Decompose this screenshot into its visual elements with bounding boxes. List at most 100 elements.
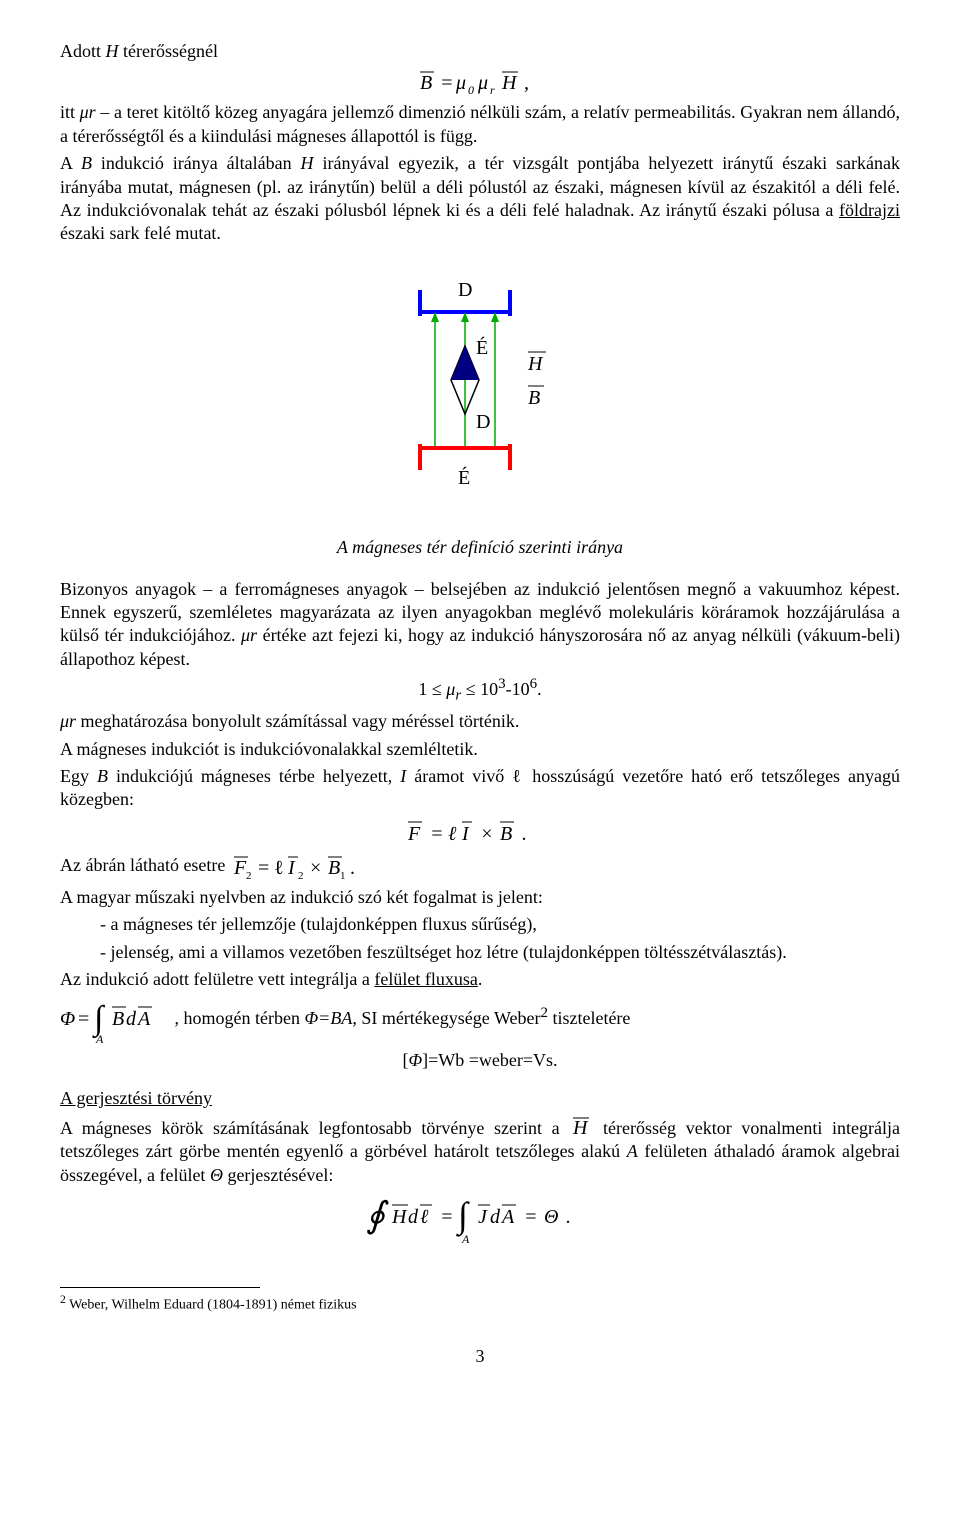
bullet-flux-density: - a mágneses tér jellemzője (tulajdonkép… [100, 913, 900, 936]
footnote-text: Weber, Wilhelm Eduard (1804-1891) német … [66, 1298, 357, 1313]
heading-text: A gerjesztési törvény [60, 1088, 212, 1108]
svg-text:A: A [461, 1232, 470, 1246]
svg-text:B: B [328, 857, 340, 879]
svg-text:A: A [95, 1032, 104, 1045]
svg-text:A: A [136, 1008, 151, 1030]
svg-text:d: d [490, 1206, 501, 1228]
svg-text:∮: ∮ [366, 1195, 389, 1235]
text: Az indukció adott felületre vett integrá… [60, 969, 374, 989]
para-induction-lines: A mágneses indukciót is indukcióvonalakk… [60, 738, 900, 761]
text: Egy [60, 766, 97, 786]
svg-text:2: 2 [298, 870, 304, 882]
svg-text:∫: ∫ [456, 1195, 470, 1237]
compass-diagram: D É D É HB [60, 260, 900, 526]
heading-gerjesztesi: A gerjesztési törvény [60, 1087, 900, 1110]
text: Adott [60, 41, 106, 61]
text: gerjesztésével: [223, 1165, 333, 1185]
phi-ba: Φ=BA [304, 1008, 352, 1028]
text: indukciójú mágneses térbe helyezett, [108, 766, 400, 786]
var-H: H [106, 41, 119, 61]
svg-text:=: = [440, 1206, 454, 1228]
page-number: 3 [60, 1345, 900, 1368]
svg-text:I: I [287, 857, 296, 879]
svg-text:É: É [476, 336, 488, 359]
para-mur-determination: μr meghatározása bonyolult számítással v… [60, 710, 900, 733]
svg-text:D: D [458, 279, 472, 301]
text: indukció iránya általában [92, 153, 301, 173]
text: A [60, 153, 81, 173]
svg-text:H: H [527, 353, 544, 375]
svg-text:×: × [480, 823, 494, 845]
svg-text:.: . [350, 857, 355, 879]
svg-text:=: = [524, 1206, 538, 1228]
svg-text:.: . [566, 1206, 571, 1228]
svg-text:0: 0 [468, 83, 474, 97]
text: északi sark felé mutat. [60, 223, 221, 243]
svg-text:μ: μ [455, 72, 466, 94]
var-A: A [627, 1141, 638, 1161]
figure-caption: A mágneses tér definíció szerinti iránya [60, 536, 900, 559]
text: térerősségnél [119, 41, 218, 61]
svg-text:Φ: Φ [60, 1008, 75, 1030]
svg-text:r: r [490, 83, 495, 97]
text: . [478, 969, 483, 989]
text: Az ábrán látható esetre [60, 855, 230, 875]
weber-unit: [Φ]=Wb =weber=Vs. [60, 1049, 900, 1072]
var-B: B [97, 766, 108, 786]
para-force-on-conductor: Egy B indukciójú mágneses térbe helyezet… [60, 765, 900, 812]
text: itt [60, 102, 80, 122]
svg-text:J: J [478, 1206, 488, 1228]
svg-text:=: = [258, 857, 269, 879]
var-mur: μr [80, 102, 96, 122]
svg-text:ℓ: ℓ [448, 823, 457, 845]
svg-text:,: , [524, 72, 529, 94]
svg-text:.: . [522, 823, 527, 845]
underlined-flux: felület fluxusa [374, 969, 477, 989]
svg-text:×: × [310, 857, 321, 879]
svg-text:F: F [407, 823, 421, 845]
para-ampere-law: A mágneses körök számításának legfontosa… [60, 1114, 900, 1187]
para-induction-direction: A B indukció iránya általában H irányáva… [60, 152, 900, 246]
svg-text:I: I [461, 823, 470, 845]
svg-text:=: = [430, 823, 444, 845]
weber-footnote-ref: 2 [540, 1005, 548, 1021]
para-field-strength: Adott H térerősségnél [60, 40, 900, 63]
svg-text:A: A [500, 1206, 515, 1228]
svg-text:=: = [78, 1008, 89, 1030]
text: tiszteletére [548, 1008, 630, 1028]
var-mur: μr [60, 711, 76, 731]
svg-text:B: B [500, 823, 512, 845]
svg-text:1: 1 [340, 870, 346, 882]
formula-B-mu-H: B = μ 0 μ r H , [60, 67, 900, 97]
underlined-foldrajzi: földrajzi [839, 200, 900, 220]
svg-text:É: É [458, 466, 470, 489]
var-B: B [81, 153, 92, 173]
svg-text:H: H [572, 1117, 589, 1138]
svg-text:B: B [112, 1008, 124, 1030]
svg-text:=: = [440, 72, 454, 94]
svg-text:F: F [233, 857, 247, 879]
var-mur: μr [241, 625, 257, 645]
para-flux-integral: Φ = ∫ A B d A , homogén térben Φ=BA, SI … [60, 995, 900, 1045]
text: , SI mértékegysége Weber [352, 1008, 540, 1028]
bullet-phenomenon: - jelenség, ami a villamos vezetőben fes… [100, 941, 900, 964]
svg-text:d: d [408, 1206, 419, 1228]
formula-force: F = ℓ I × B . [60, 816, 900, 848]
svg-text:Θ: Θ [544, 1206, 558, 1228]
para-two-meanings: A magyar műszaki nyelvben az indukció sz… [60, 886, 900, 909]
text: – a teret kitöltő közeg anyagára jellemz… [60, 102, 900, 145]
text: A mágneses körök számításának legfontosa… [60, 1118, 569, 1138]
text: áramot vivő [406, 766, 512, 786]
svg-text:ℓ: ℓ [420, 1206, 429, 1228]
mur-range: 1 ≤ μr ≤ 103-106. [60, 675, 900, 706]
svg-text:ℓ: ℓ [274, 857, 284, 879]
svg-text:H: H [391, 1206, 408, 1228]
text: meghatározása bonyolult számítással vagy… [76, 711, 519, 731]
para-ferromagnetic: Bizonyos anyagok – a ferromágneses anyag… [60, 578, 900, 672]
svg-text:D: D [476, 411, 490, 433]
footnote-rule [60, 1287, 260, 1288]
para-force-example: Az ábrán látható esetre F 2 = ℓ I 2 × B … [60, 852, 900, 882]
svg-text:B: B [420, 72, 432, 94]
svg-text:d: d [126, 1008, 137, 1030]
svg-text:B: B [528, 387, 540, 409]
